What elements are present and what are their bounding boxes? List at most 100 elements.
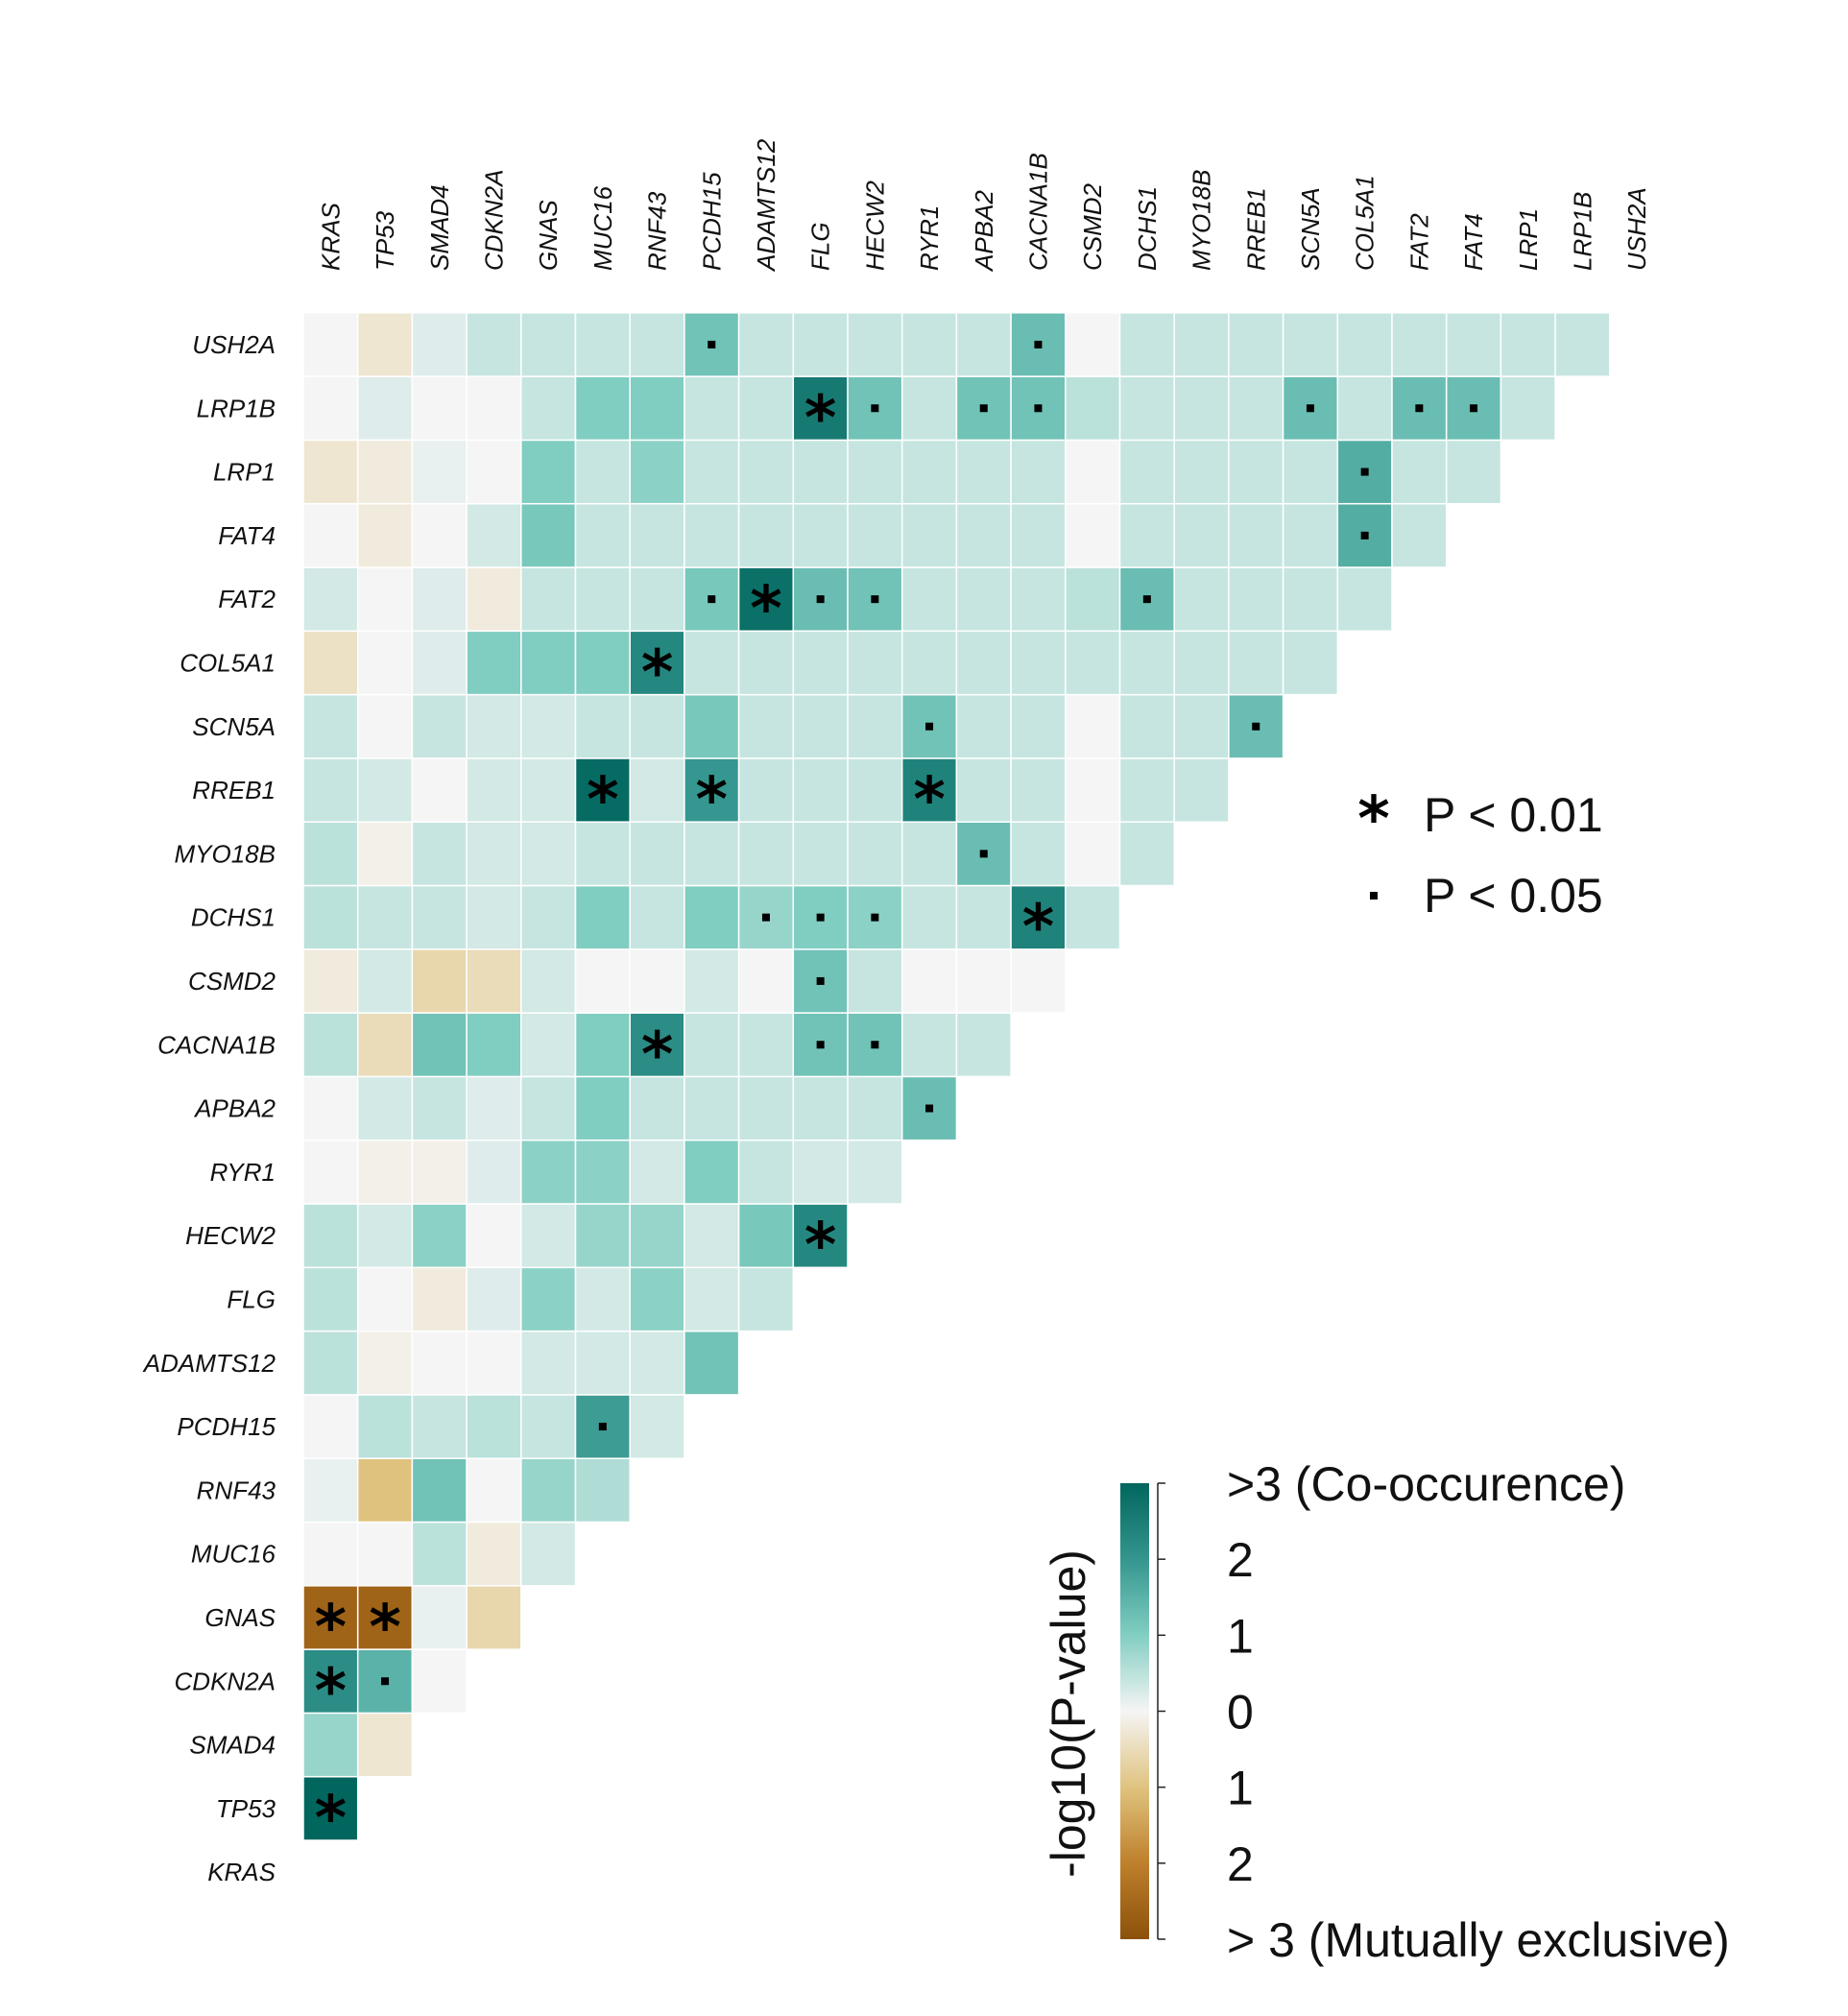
heatmap-cell-hecw2-gnas [520,1203,577,1269]
row-label-flg: FLG [227,1284,276,1313]
heatmap-cell-ryr1-tp53 [356,1139,414,1205]
heatmap-cell-myo18b-gnas [520,821,577,887]
heatmap-cell-scn5a-flg [792,693,849,759]
heatmap-cell-lrp1b-hecw2 [847,375,903,442]
heatmap-cell-apba2-kras [302,1075,359,1141]
column-label-apba2: APBA2 [970,190,998,273]
sig-mark-dchs1-cacna1b: * [1022,893,1054,964]
heatmap-cell-cacna1b-pcdh15 [684,1012,740,1078]
heatmap-cell-lrp1b-smad4 [411,375,468,442]
heatmap-cell-fat4-fat2 [1391,502,1448,568]
colorbar-title: -log10(P-value) [1042,1549,1095,1878]
heatmap-cell-col5a1-gnas [520,630,577,696]
heatmap-cell-col5a1-csmd2 [1065,630,1121,696]
column-label-lrp1b: LRP1B [1568,192,1596,271]
heatmap-cell-cacna1b-tp53 [356,1012,414,1078]
heatmap-cell-fat2-cacna1b [1010,566,1067,633]
sig-mark-lrp1b-apba2 [979,404,988,413]
sig-mark-lrp1b-cacna1b [1034,404,1043,413]
colorbar-tick-label: >3 (Co-occurence) [1227,1457,1625,1511]
colorbar-ticks: >3 (Co-occurence) 2 1 0 1 2 > 3 (Mutually excl… [1157,1457,1730,1967]
heatmap-cell-rnf43-gnas [520,1457,577,1524]
heatmap-cell-muc16-gnas [520,1521,577,1587]
heatmap-cell-scn5a-kras [302,693,359,759]
heatmap-cell-ush2a-fat4 [1445,312,1502,377]
row-label-cdkn2a: CDKN2A [175,1667,276,1695]
heatmap-cell-muc16-cdkn2a [466,1521,522,1587]
heatmap-cell-apba2-cdkn2a [466,1075,522,1141]
heatmap-cell-apba2-hecw2 [847,1075,903,1141]
sig-mark-rreb1-muc16: * [587,765,618,836]
row-label-fat2: FAT2 [218,585,276,613]
heatmap-cell-muc16-smad4 [411,1521,468,1587]
row-label-csmd2: CSMD2 [188,967,276,996]
heatmap-cell-lrp1b-cdkn2a [466,375,522,442]
heatmap-cell-ush2a-lrp1b [1554,312,1611,377]
heatmap-cell-apba2-tp53 [356,1075,414,1141]
heatmap-cell-fat4-gnas [520,502,577,568]
row-label-adamts12: ADAMTS12 [142,1349,276,1378]
heatmap-cell-gnas-tp53 [356,1585,414,1650]
sig-mark-scn5a-rreb1 [1252,722,1260,731]
column-label-dchs1: DCHS1 [1133,186,1162,271]
sig-mark-lrp1b-scn5a [1306,404,1314,413]
heatmap-cell-scn5a-csmd2 [1065,693,1121,759]
column-label-myo18b: MYO18B [1188,170,1216,272]
heatmap-cell-hecw2-muc16 [574,1203,631,1269]
heatmap-cell-fat2-gnas [520,566,577,633]
sig-mark-csmd2-flg [816,976,825,985]
heatmap-cell-lrp1b-ryr1 [900,375,958,442]
column-label-rnf43: RNF43 [643,191,672,271]
heatmap-cell-ush2a-cdkn2a [466,312,522,377]
heatmap-cell-lrp1-dchs1 [1118,439,1175,505]
sig-mark-gnas-tp53: * [369,1593,400,1664]
heatmap-cell-scn5a-cacna1b [1010,693,1067,759]
heatmap-cell-rreb1-kras [302,757,359,823]
heatmap-cell-myo18b-cdkn2a [466,821,522,887]
row-label-scn5a: SCN5A [192,712,276,741]
heatmap-cell-flg-pcdh15 [684,1266,740,1332]
heatmap-cell-ryr1-hecw2 [847,1139,903,1205]
colorbar-tick-label: > 3 (Mutually exclusive) [1227,1913,1730,1967]
heatmap-cell-scn5a-cdkn2a [466,693,522,759]
heatmap-cell-rreb1-dchs1 [1118,757,1175,823]
heatmap-cell-dchs1-rnf43 [629,884,685,950]
heatmap-cell-hecw2-smad4 [411,1203,468,1269]
heatmap-cell-fat2-csmd2 [1065,566,1121,633]
sig-mark-cacna1b-hecw2 [871,1041,879,1049]
heatmap-cell-fat4-dchs1 [1118,502,1175,568]
heatmap-cell-rreb1-flg [792,757,849,823]
heatmap-cell-myo18b-csmd2 [1065,821,1121,887]
heatmap-cell-myo18b-rnf43 [629,821,685,887]
sig-mark-lrp1-col5a1 [1360,468,1369,476]
heatmap-cell-lrp1-fat4 [1445,439,1502,505]
heatmap-cell-hecw2-pcdh15 [684,1203,740,1269]
heatmap-cell-scn5a-rnf43 [629,693,685,759]
heatmap-cell-lrp1b-dchs1 [1118,375,1175,442]
heatmap-cell-apba2-muc16 [574,1075,631,1141]
heatmap-cell-rreb1-cacna1b [1010,757,1067,823]
heatmap-cell-ush2a-rreb1 [1228,312,1284,377]
heatmap-cell-lrp1b-tp53 [356,375,414,442]
heatmap-cell-flg-smad4 [411,1266,468,1332]
heatmap-cell-ush2a-kras [302,312,359,377]
heatmap-cell-lrp1-pcdh15 [684,439,740,505]
heatmap-cell-lrp1b-rnf43 [629,375,685,442]
heatmap-cell-fat2-rreb1 [1228,566,1284,633]
heatmap-cell-myo18b-cacna1b [1010,821,1067,887]
heatmap-cell-ryr1-smad4 [411,1139,468,1205]
heatmap-cell-col5a1-dchs1 [1118,630,1175,696]
heatmap-cell-apba2-rnf43 [629,1075,685,1141]
heatmap-cell-scn5a-adamts12 [737,693,795,759]
row-label-myo18b: MYO18B [175,839,276,868]
sig-mark-rreb1-pcdh15: * [696,765,728,836]
heatmap-cell-rreb1-smad4 [411,757,468,823]
heatmap-cell-rreb1-pcdh15 [684,757,740,823]
heatmap-cell-scn5a-pcdh15 [684,693,740,759]
sig-mark-fat2-flg [816,595,825,604]
heatmap-cell-flg-adamts12 [737,1266,795,1332]
heatmap-cell-gnas-smad4 [411,1585,468,1650]
sig-mark-fat2-adamts12: * [750,574,781,645]
heatmap-cell-myo18b-adamts12 [737,821,795,887]
heatmap-cell-col5a1-flg [792,630,849,696]
